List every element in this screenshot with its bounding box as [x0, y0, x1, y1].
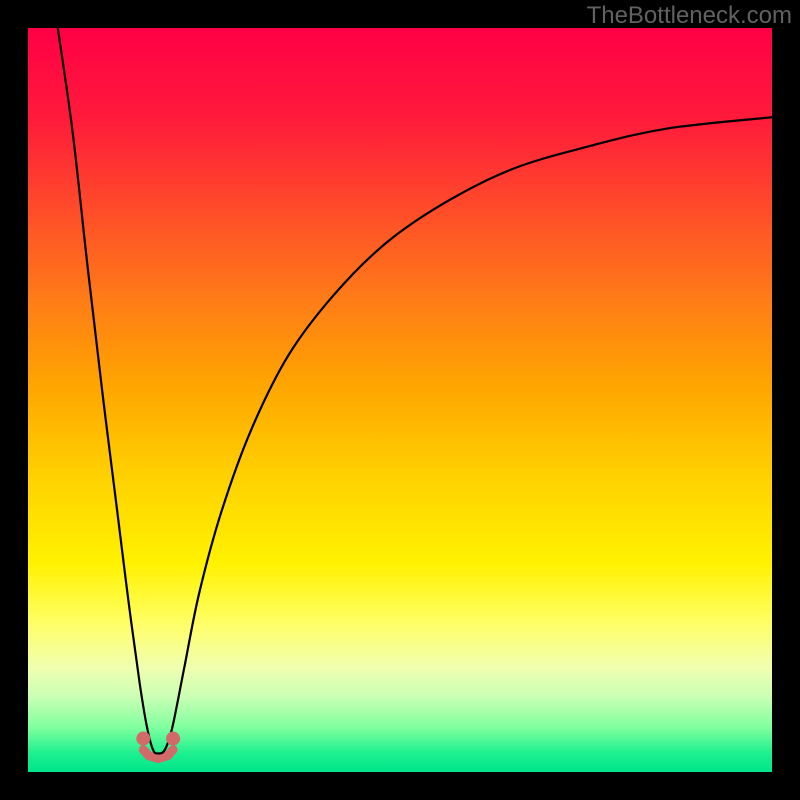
marker-dot-0 [136, 732, 150, 746]
bottleneck-curve [58, 28, 772, 753]
chart-svg [28, 28, 772, 772]
plot-area [28, 28, 772, 772]
stage: TheBottleneck.com [0, 0, 800, 800]
marker-dot-1 [166, 732, 180, 746]
watermark-text: TheBottleneck.com [587, 2, 792, 30]
